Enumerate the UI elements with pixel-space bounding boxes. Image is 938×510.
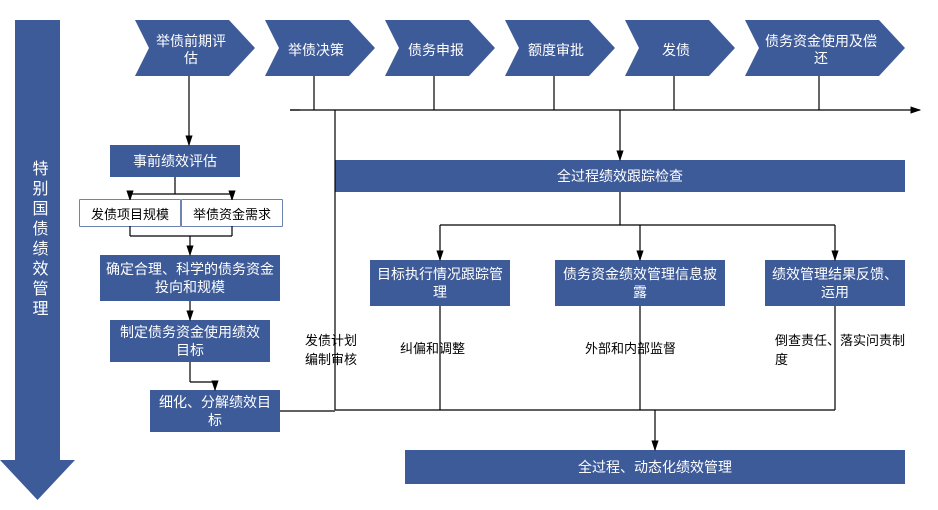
box-bottom: 全过程、动态化绩效管理	[405, 450, 905, 484]
box-m1: 目标执行情况跟踪管理	[370, 260, 510, 306]
top-arrow-3: 额度审批	[521, 28, 591, 72]
box-project-scale: 发债项目规模	[80, 200, 180, 226]
text-t0: 发债计划编制审核	[305, 330, 365, 368]
text-t3: 倒查责任、落实问责制度	[775, 330, 915, 368]
box-tracking: 全过程绩效跟踪检查	[335, 160, 905, 192]
top-arrow-5: 债务资金使用及偿还	[761, 28, 881, 72]
top-arrow-4: 发债	[641, 28, 711, 72]
box-m3: 绩效管理结果反馈、运用	[765, 260, 905, 306]
box-refine: 细化、分解绩效目标	[150, 390, 280, 432]
top-arrow-2: 债务申报	[401, 28, 471, 72]
top-arrow-1: 举债决策	[281, 28, 351, 72]
text-t1: 纠偏和调整	[400, 338, 465, 357]
box-fund-demand: 举债资金需求	[182, 200, 282, 226]
box-m2: 债务资金绩效管理信息披露	[555, 260, 725, 306]
box-pre-eval: 事前绩效评估	[110, 145, 240, 177]
vertical-arrow-label: 特别国债绩效管理	[15, 90, 60, 390]
box-determine: 确定合理、科学的债务资金投向和规模	[100, 255, 280, 301]
box-set-target: 制定债务资金使用绩效目标	[110, 320, 270, 362]
text-t2: 外部和内部监督	[585, 338, 676, 357]
top-arrow-0: 举债前期评估	[151, 28, 231, 72]
